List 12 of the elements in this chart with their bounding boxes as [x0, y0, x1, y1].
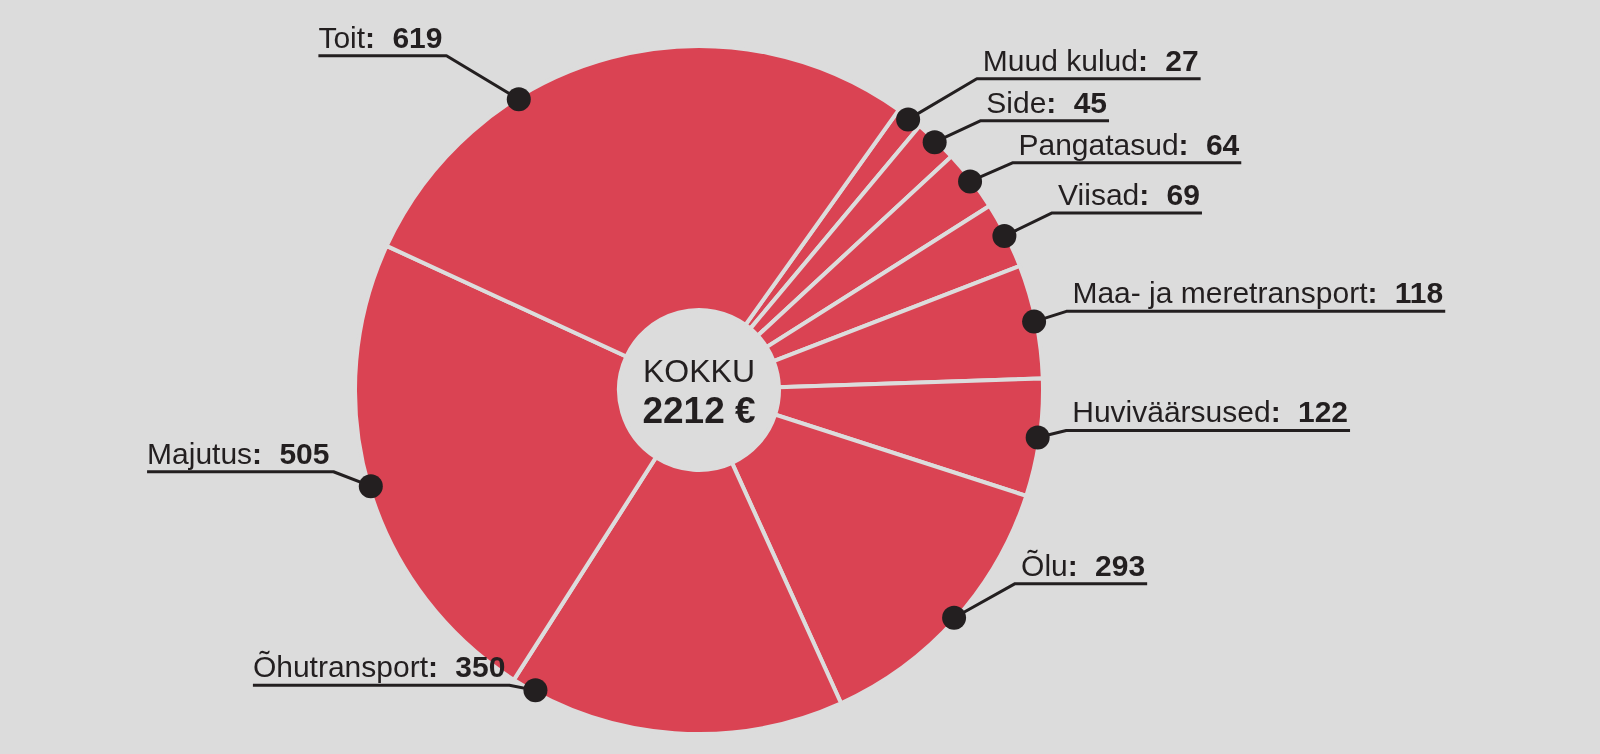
- data-label: : 122: [1270, 395, 1349, 429]
- data-label: : 350: [428, 650, 506, 684]
- data-label: : 64: [1178, 127, 1240, 161]
- data-label: : 118: [1367, 276, 1444, 310]
- data-label: : 293: [1067, 548, 1146, 582]
- data-label: : 505: [252, 436, 330, 470]
- text: KOKKU: [642, 352, 756, 389]
- data-label: : 27: [1137, 43, 1199, 77]
- data-label: : 45: [1046, 85, 1108, 119]
- data-label: : 69: [1139, 177, 1200, 211]
- data-label: : 619: [365, 20, 443, 54]
- text: 2212 €: [642, 389, 756, 431]
